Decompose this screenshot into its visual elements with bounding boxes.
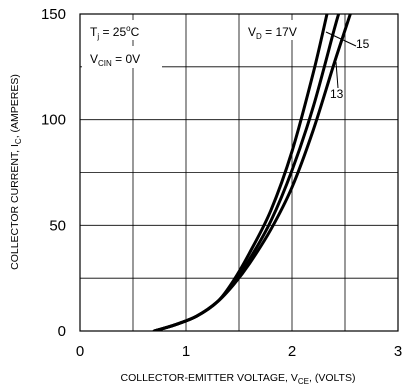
vcin-annotation-bg	[82, 46, 162, 68]
x-axis-title-unit: , (VOLTS)	[309, 372, 355, 384]
y-tick-label: 100	[41, 112, 66, 129]
vd-value: = 17V	[262, 25, 297, 39]
tj-subscript: j	[96, 32, 99, 41]
plot-frame	[79, 13, 399, 332]
vcin-subscript: CIN	[98, 59, 112, 68]
vd-subscript: D	[256, 32, 262, 41]
tj-symbol: T	[90, 25, 98, 39]
x-tick-label: 1	[182, 343, 190, 360]
x-tick-label: 3	[394, 343, 402, 360]
x-axis-title: COLLECTOR-EMITTER VOLTAGE, VCE, (VOLTS)	[121, 372, 356, 386]
y-axis-title-main: COLLECTOR CURRENT, I	[9, 144, 21, 270]
y-tick-label: 50	[49, 217, 66, 234]
tj-degree: o	[126, 24, 131, 33]
tj-annotation-bg	[82, 20, 162, 40]
y-axis-title-unit: , (AMPERES)	[9, 74, 21, 138]
vcin-value: = 0V	[112, 52, 140, 66]
vcin-symbol: V	[90, 52, 98, 66]
x-tick-label: 0	[76, 343, 84, 360]
tick-labels: 0 1 2 3 0 50 100 150	[41, 6, 402, 360]
x-axis-title-subscript: CE	[298, 377, 309, 386]
tj-value: = 25	[99, 25, 126, 39]
leader-15	[325, 31, 357, 47]
x-tick-label: 2	[288, 343, 296, 360]
y-axis-title-subscript: C	[14, 138, 23, 144]
label-15: 15	[356, 37, 370, 51]
leader-13	[335, 61, 339, 89]
curves	[152, 14, 352, 331]
series-line-vd-13	[152, 14, 352, 331]
tj-unit: C	[131, 25, 140, 39]
tj-annotation: Tj = 25oC	[90, 24, 140, 41]
vcin-annotation: VCIN = 0V	[90, 52, 140, 68]
y-tick-label: 0	[58, 323, 66, 340]
vd-symbol: V	[248, 25, 256, 39]
vd-annotation-bg	[244, 20, 320, 40]
y-tick-label: 150	[41, 6, 66, 23]
label-13: 13	[330, 87, 344, 101]
y-axis-title: COLLECTOR CURRENT, IC, (AMPERES)	[9, 74, 23, 270]
x-axis-title-main: COLLECTOR-EMITTER VOLTAGE, V	[121, 372, 298, 384]
vd-annotation: VD = 17V	[248, 25, 297, 41]
